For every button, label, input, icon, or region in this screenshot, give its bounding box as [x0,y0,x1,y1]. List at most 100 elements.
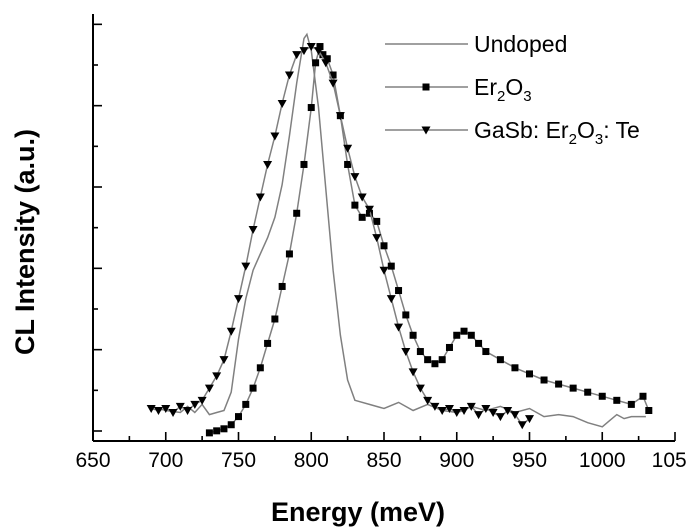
data-point [627,400,635,408]
data-point [307,104,315,112]
legend-label: Undoped [474,31,567,57]
data-point [323,55,331,63]
data-point [373,217,381,225]
data-point [453,331,461,339]
data-point [227,421,235,429]
x-tick-label: 800 [294,449,329,472]
x-axis-ticks: 650 700 750 800 850 900 950 1000 1050 [75,432,687,472]
data-point [204,384,214,393]
data-point [364,205,374,214]
data-point [344,160,352,168]
data-point [241,262,251,271]
data-point [292,51,302,60]
data-point [234,295,243,304]
data-point [350,173,360,182]
data-point [613,396,621,404]
data-point [299,47,309,56]
legend: Undoped Er2O3 GaSb: Er2O3: Te [385,31,640,148]
x-axis-title: Energy (meV) [271,497,445,527]
data-point [380,242,388,250]
data-point [226,327,236,336]
data-point [482,348,490,356]
x-tick-label: 750 [221,449,256,472]
data-point [271,315,279,323]
data-point [394,323,404,332]
data-point [264,339,272,347]
data-point [213,427,221,435]
data-point [569,384,577,392]
data-point [197,396,207,405]
data-point [639,392,647,400]
data-point [409,331,417,339]
x-tick-label: 650 [75,449,110,472]
data-point [395,287,403,295]
legend-swatch-marker [422,83,430,91]
data-point [329,71,337,79]
data-point [488,409,498,418]
data-point [372,234,382,243]
data-point [300,160,308,168]
y-axis-title: CL Intensity (a.u.) [10,129,40,355]
data-point [205,429,213,437]
series-line [209,43,650,434]
data-point [153,407,163,415]
data-point [263,160,273,169]
data-point [387,262,395,270]
data-point [328,79,338,88]
data-point [525,415,534,424]
series-line [150,32,646,428]
data-point [438,356,446,364]
data-point [408,368,418,377]
data-point [460,327,468,335]
data-point [415,384,425,393]
data-point [278,282,286,290]
data-point [319,51,327,59]
data-point [423,396,433,405]
data-point [584,388,592,396]
data-point [306,43,316,52]
data-point [526,370,533,378]
data-point [249,384,257,392]
data-point [466,402,476,411]
data-point [467,331,475,339]
data-point [321,59,331,68]
data-point [248,226,258,235]
data-point [175,402,185,411]
series-2 [146,43,534,430]
series-layer [146,32,653,437]
legend-entry: Undoped [385,31,567,57]
data-point [517,421,527,430]
data-point [474,411,484,420]
data-point [312,59,320,67]
data-point [242,400,250,408]
data-point [510,411,520,420]
data-point [343,144,353,153]
data-point [430,402,440,411]
series-1 [205,43,653,437]
data-point [146,404,156,413]
x-tick-label: 1000 [579,449,626,472]
data-point [452,409,462,418]
data-point [598,392,606,400]
data-point [402,311,410,319]
data-point [555,380,563,388]
data-point [255,193,265,202]
data-point [212,372,222,381]
data-point [277,99,287,108]
x-tick-label: 900 [439,449,474,472]
legend-entry: Er2O3 [385,74,532,105]
data-point [351,201,359,209]
data-point [401,348,411,357]
data-point [511,364,519,372]
data-point [316,43,324,51]
legend-entry: GaSb: Er2O3: Te [385,117,640,148]
data-point [256,364,264,372]
data-point [645,407,653,414]
data-point [475,339,483,347]
data-point [540,376,548,384]
data-point [183,407,193,415]
data-point [358,213,366,221]
legend-swatch-marker [421,126,431,135]
x-tick-label: 950 [512,449,547,472]
